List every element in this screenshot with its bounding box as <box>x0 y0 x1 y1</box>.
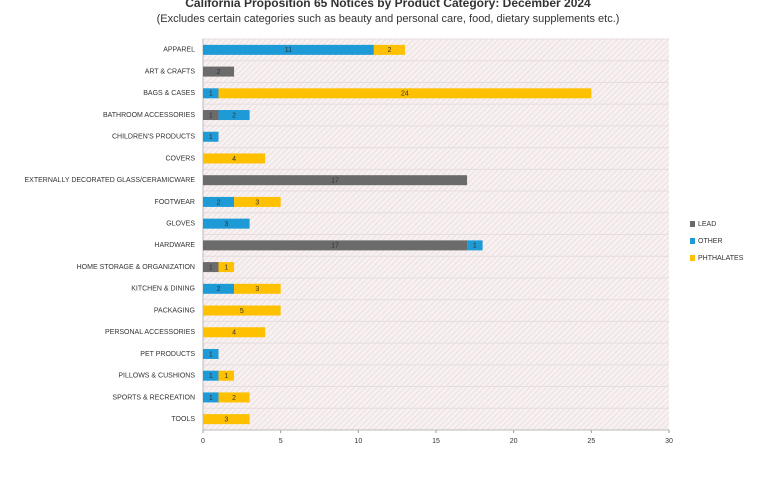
bar-segment <box>203 370 219 381</box>
chart-title: California Proposition 65 Notices by Pro… <box>185 0 591 10</box>
value-label: 2 <box>232 112 236 119</box>
bar-segment <box>203 327 266 338</box>
y-tick-label: BATHROOM ACCESSORIES <box>103 112 195 119</box>
bar-segment <box>218 110 250 121</box>
y-tick-label: SPORTS & RECREATION <box>112 394 195 401</box>
bar-segment <box>467 240 483 251</box>
bar-segment <box>218 370 235 381</box>
bar-segment <box>373 44 405 55</box>
value-label: 1 <box>209 264 213 271</box>
bar-segment <box>203 88 219 99</box>
value-label: 24 <box>401 91 409 98</box>
legend-swatch <box>690 238 695 244</box>
value-label: 17 <box>331 178 339 185</box>
value-label: 2 <box>217 69 221 76</box>
value-label: 1 <box>224 264 228 271</box>
value-label: 1 <box>209 373 213 380</box>
value-label: 1 <box>209 91 213 98</box>
value-label: 1 <box>209 134 213 141</box>
x-tick-label: 30 <box>665 438 673 445</box>
y-tick-label: COVERS <box>165 155 195 162</box>
y-tick-label: PILLOWS & CUSHIONS <box>118 373 195 380</box>
value-label: 1 <box>209 351 213 358</box>
value-label: 3 <box>224 221 228 228</box>
bar-segment <box>203 262 219 273</box>
bar-segment <box>203 240 468 251</box>
x-tick-label: 0 <box>201 438 205 445</box>
x-tick-label: 25 <box>587 438 595 445</box>
y-tick-label: APPAREL <box>163 47 195 54</box>
chart-subtitle: (Excludes certain categories such as bea… <box>157 13 620 25</box>
legend-label: OTHER <box>698 238 723 245</box>
legend-label: LEAD <box>698 221 716 228</box>
value-label: 3 <box>255 286 259 293</box>
bar-segment <box>203 218 250 229</box>
value-label: 1 <box>473 243 477 250</box>
y-tick-label: TOOLS <box>171 416 195 423</box>
bar-segment <box>203 348 219 359</box>
value-label: 2 <box>387 47 391 54</box>
y-tick-label: HOME STORAGE & ORGANIZATION <box>77 264 195 271</box>
y-tick-label: PACKAGING <box>154 307 195 314</box>
y-tick-label: CHILDREN'S PRODUCTS <box>112 134 195 141</box>
y-tick-label: FOOTWEAR <box>155 199 195 206</box>
bar-segment <box>234 196 281 207</box>
bar-segment <box>203 131 219 142</box>
y-tick-label: KITCHEN & DINING <box>131 286 195 293</box>
value-label: 3 <box>255 199 259 206</box>
bar-segment <box>203 66 235 77</box>
bar-segment <box>203 110 219 121</box>
x-tick-label: 5 <box>279 438 283 445</box>
value-label: 11 <box>285 47 292 54</box>
bar-segment <box>203 283 235 294</box>
value-label: 4 <box>232 156 236 163</box>
bar-segment <box>203 414 250 425</box>
y-tick-label: ART & CRAFTS <box>145 68 196 75</box>
value-label: 3 <box>224 416 228 423</box>
legend-label: PHTHALATES <box>698 255 744 262</box>
value-label: 1 <box>224 373 228 380</box>
bar-segment <box>218 392 250 403</box>
bar-segment <box>203 196 235 207</box>
value-label: 2 <box>217 286 221 293</box>
bar-segment <box>234 283 281 294</box>
x-tick-label: 20 <box>510 438 518 445</box>
bar-segment <box>218 262 235 273</box>
bar-segment <box>203 153 266 164</box>
bar-segment <box>203 305 281 316</box>
legend-swatch <box>690 221 695 227</box>
value-label: 5 <box>240 308 244 315</box>
value-label: 2 <box>217 199 221 206</box>
bar-segment <box>203 175 468 186</box>
y-tick-label: PET PRODUCTS <box>140 351 195 358</box>
value-label: 17 <box>331 243 339 250</box>
bar-segment <box>218 88 592 99</box>
x-tick-label: 15 <box>432 438 440 445</box>
y-tick-label: EXTERNALLY DECORATED GLASS/CERAMICWARE <box>25 177 196 184</box>
y-tick-label: HARDWARE <box>154 242 195 249</box>
y-tick-label: BAGS & CASES <box>143 90 195 97</box>
bar-segment <box>203 44 374 55</box>
y-tick-label: GLOVES <box>166 220 195 227</box>
value-label: 1 <box>209 395 213 402</box>
value-label: 4 <box>232 330 236 337</box>
x-tick-label: 10 <box>354 438 362 445</box>
bar-segment <box>203 392 219 403</box>
y-tick-label: PERSONAL ACCESSORIES <box>105 329 195 336</box>
legend-swatch <box>690 255 695 261</box>
value-label: 2 <box>232 395 236 402</box>
value-label: 1 <box>209 112 213 119</box>
